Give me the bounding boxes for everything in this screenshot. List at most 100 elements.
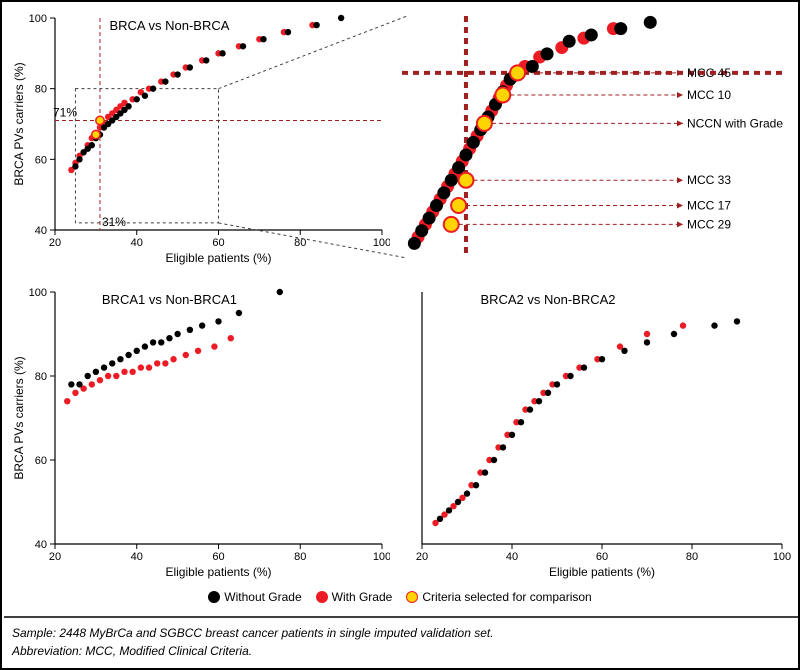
data-point: [518, 419, 524, 425]
data-point: [101, 364, 107, 370]
arrowhead-icon: [677, 70, 683, 76]
legend-item: Criteria selected for comparison: [406, 590, 591, 604]
data-point: [72, 390, 78, 396]
legend-item: Without Grade: [208, 590, 301, 604]
panel-a: 20406080100406080100Eligible patients (%…: [10, 8, 390, 268]
callout-point: [495, 87, 510, 102]
data-point: [644, 16, 657, 29]
panel-c: 20406080100406080100Eligible patients (%…: [10, 282, 390, 582]
data-point: [599, 356, 605, 362]
data-point: [76, 156, 82, 162]
svg-text:80: 80: [294, 551, 306, 563]
svg-text:100: 100: [29, 287, 47, 299]
data-point: [187, 327, 193, 333]
data-point: [614, 22, 627, 35]
data-point: [509, 432, 515, 438]
data-point: [526, 60, 539, 73]
legend-item: With Grade: [316, 590, 393, 604]
data-point: [734, 318, 740, 324]
data-point: [430, 199, 443, 212]
data-point: [211, 343, 217, 349]
data-point: [158, 339, 164, 345]
data-point: [89, 142, 95, 148]
x-axis-label: Eligible patients (%): [165, 565, 271, 579]
svg-text:100: 100: [773, 551, 791, 563]
data-point: [415, 224, 428, 237]
data-point: [545, 390, 551, 396]
data-point: [64, 398, 70, 404]
data-point: [134, 348, 140, 354]
svg-text:80: 80: [686, 551, 698, 563]
data-point: [117, 356, 123, 362]
data-point: [162, 78, 168, 84]
panel-d: 20406080100Eligible patients (%)BRCA2 vs…: [402, 282, 792, 582]
data-point: [408, 237, 421, 250]
svg-text:100: 100: [29, 13, 47, 25]
panel-title: BRCA2 vs Non-BRCA2: [480, 292, 615, 307]
data-point: [473, 482, 479, 488]
data-point: [105, 373, 111, 379]
caption-sample: Sample: 2448 MyBrCa and SGBCC breast can…: [12, 626, 494, 640]
legend-dot-icon: [208, 591, 220, 603]
panel-title: BRCA1 vs Non-BRCA1: [102, 292, 237, 307]
callout-label: MCC 17: [687, 198, 731, 212]
svg-text:100: 100: [373, 237, 390, 249]
data-point: [68, 381, 74, 387]
data-point: [313, 22, 319, 28]
data-point: [199, 322, 205, 328]
x-axis-label: Eligible patients (%): [549, 565, 655, 579]
arrowhead-icon: [677, 177, 683, 183]
ref-h-label: 71%: [53, 105, 77, 119]
data-point: [219, 50, 225, 56]
data-point: [170, 356, 176, 362]
callout-label: NCCN with Grade: [687, 116, 783, 130]
data-point: [129, 369, 135, 375]
data-point: [541, 47, 554, 60]
data-point: [154, 360, 160, 366]
data-point: [464, 490, 470, 496]
data-point: [680, 322, 686, 328]
data-point: [423, 212, 436, 225]
data-point: [125, 103, 131, 109]
panel-title: BRCA vs Non-BRCA: [109, 18, 229, 33]
svg-text:60: 60: [212, 551, 224, 563]
data-point: [338, 15, 344, 21]
data-point: [113, 373, 119, 379]
data-point: [500, 444, 506, 450]
data-point: [174, 331, 180, 337]
ref-v-label: 31%: [102, 215, 126, 229]
caption-abbrev: Abbreviation: MCC, Modified Clinical Cri…: [12, 644, 252, 658]
callout-point: [477, 116, 492, 131]
data-point: [644, 331, 650, 337]
data-point: [671, 331, 677, 337]
data-point: [467, 136, 480, 149]
zoom-box: [75, 89, 218, 223]
callout-point: [444, 217, 459, 232]
data-point: [183, 352, 189, 358]
data-point: [76, 381, 82, 387]
data-point: [491, 457, 497, 463]
data-point: [150, 339, 156, 345]
data-point: [459, 148, 472, 161]
data-point: [711, 322, 717, 328]
data-point: [581, 364, 587, 370]
data-point: [96, 116, 104, 124]
svg-text:40: 40: [35, 225, 47, 237]
svg-text:20: 20: [416, 551, 428, 563]
data-point: [536, 398, 542, 404]
callout-label: MCC 29: [687, 217, 731, 231]
data-point: [146, 364, 152, 370]
legend: Without Grade With Grade Criteria selected…: [2, 590, 798, 604]
svg-text:40: 40: [506, 551, 518, 563]
data-point: [437, 186, 450, 199]
data-point: [121, 369, 127, 375]
svg-text:80: 80: [35, 371, 47, 383]
data-point: [455, 499, 461, 505]
data-point: [285, 29, 291, 35]
data-point: [482, 469, 488, 475]
data-point: [228, 335, 234, 341]
callout-label: MCC 10: [687, 88, 731, 102]
data-point: [89, 381, 95, 387]
svg-text:80: 80: [35, 84, 47, 96]
data-point: [125, 352, 131, 358]
